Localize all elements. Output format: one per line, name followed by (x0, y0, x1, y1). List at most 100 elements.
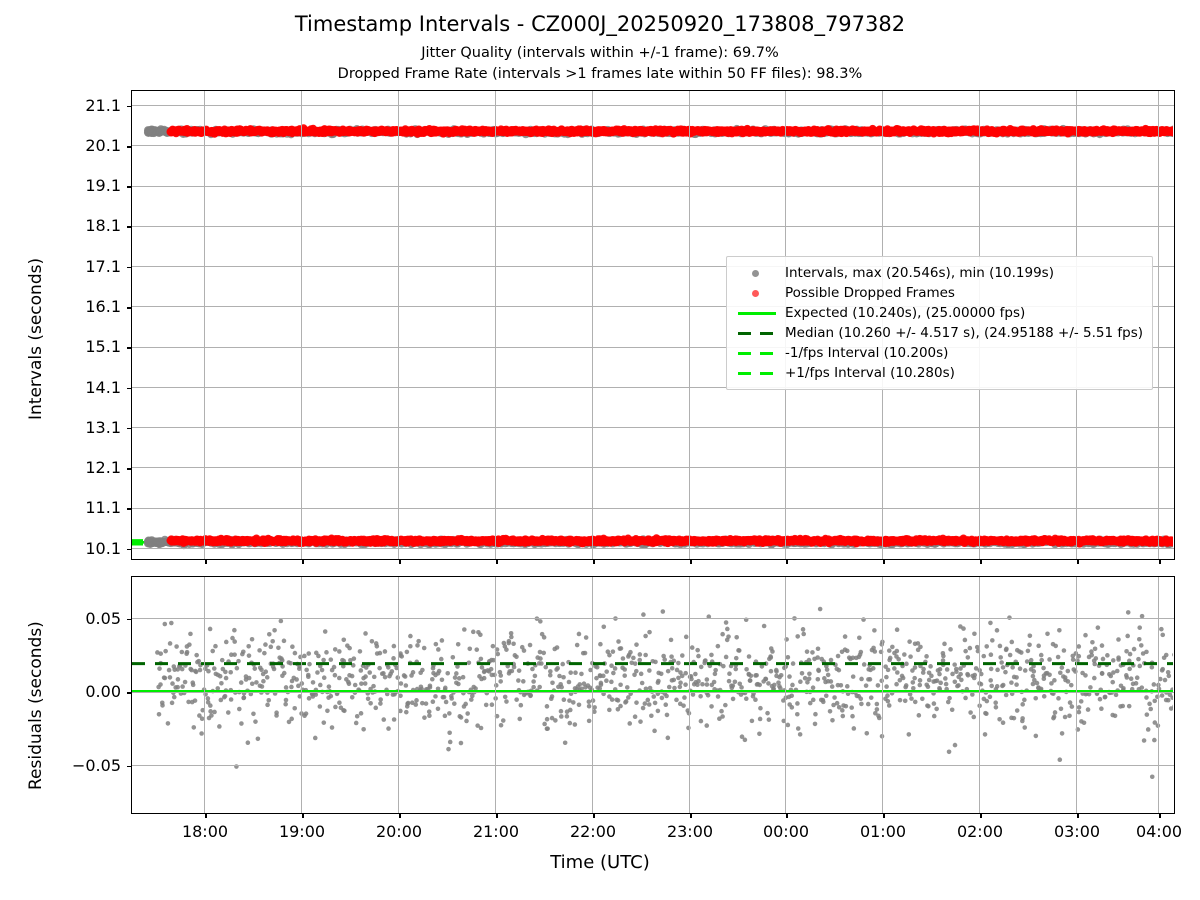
legend-marker-dashed-darkgreen-line-icon (735, 324, 779, 342)
gridline (398, 577, 400, 813)
y-tick-mark (127, 145, 131, 148)
x-tick-mark (302, 814, 304, 818)
y-tick-label: 16.1 (85, 296, 121, 316)
x-tick-label: 04:00 (1135, 822, 1183, 841)
legend-item-label: Median (10.260 +/- 4.517 s), (24.95188 +… (785, 325, 1144, 341)
y-tick-label: 11.1 (85, 498, 121, 518)
legend-item[interactable]: Intervals, max (20.546s), min (10.199s) (735, 263, 1143, 283)
gridline (132, 765, 1174, 766)
chart-title: Timestamp Intervals - CZ000J_20250920_17… (294, 12, 906, 36)
legend-item[interactable]: Median (10.260 +/- 4.517 s), (24.95188 +… (735, 323, 1143, 343)
chart-legend[interactable]: Intervals, max (20.546s), min (10.199s) P… (726, 256, 1154, 390)
y-tick-label: 15.1 (85, 337, 121, 357)
gridline (132, 547, 1174, 549)
x-tick-mark (786, 560, 788, 564)
gridline (132, 145, 1174, 147)
y-tick-label: 12.1 (85, 458, 121, 478)
gridline (882, 577, 884, 813)
gridline (689, 91, 691, 559)
gridline (979, 577, 981, 813)
y-tick-mark (127, 468, 131, 470)
residuals-y-axis-label: Residuals (seconds) (26, 621, 46, 790)
gridline (132, 386, 1174, 388)
y-tick-label: 10.1 (85, 538, 121, 558)
x-tick-label: 22:00 (569, 822, 617, 841)
x-tick-mark (593, 560, 595, 564)
legend-item[interactable]: Possible Dropped Frames (735, 283, 1143, 303)
legend-item-label: Intervals, max (20.546s), min (10.199s) (785, 265, 1054, 281)
gridline (301, 91, 303, 559)
x-tick-mark (1159, 814, 1161, 818)
gridline (132, 467, 1174, 469)
y-tick-mark (127, 618, 131, 621)
y-tick-mark (127, 427, 131, 430)
y-tick-label: 14.1 (85, 377, 121, 397)
x-tick-label: 02:00 (956, 822, 1004, 841)
legend-item-label: +1/fps Interval (10.280s) (785, 365, 955, 381)
intervals-y-axis-label: Intervals (seconds) (26, 257, 46, 420)
x-tick-mark (980, 560, 982, 564)
gridline (132, 618, 1174, 620)
legend-item[interactable]: -1/fps Interval (10.200s) (735, 343, 1143, 363)
gridline (495, 91, 497, 559)
residuals-plot-area (131, 576, 1175, 814)
x-tick-mark (593, 814, 595, 818)
x-tick-mark (1077, 560, 1079, 564)
x-tick-label: 00:00 (762, 822, 810, 841)
y-tick-label: 18.1 (85, 216, 121, 236)
gridline (592, 577, 594, 813)
gridline (132, 507, 1174, 509)
gridline (495, 577, 497, 813)
gridline (132, 427, 1174, 429)
y-tick-mark (127, 226, 131, 229)
gridline (398, 91, 400, 559)
y-tick-mark (127, 692, 131, 694)
x-tick-mark (690, 814, 692, 818)
y-tick-label: 20.1 (85, 135, 121, 155)
gridline (132, 105, 1174, 107)
gridline (132, 225, 1174, 227)
x-tick-label: 21:00 (472, 822, 520, 841)
gridline (204, 91, 206, 559)
legend-item[interactable]: Expected (10.240s), (25.00000 fps) (735, 303, 1143, 323)
x-tick-mark (883, 814, 885, 818)
x-tick-mark (399, 560, 401, 564)
x-tick-label: 19:00 (278, 822, 326, 841)
x-tick-mark (496, 560, 498, 564)
y-tick-mark (127, 105, 131, 108)
x-tick-mark (205, 560, 207, 564)
legend-item-label: Possible Dropped Frames (785, 285, 955, 301)
y-tick-mark (127, 765, 131, 768)
legend-marker-dashed-green-line-icon (735, 364, 779, 382)
legend-item-label: -1/fps Interval (10.200s) (785, 345, 949, 361)
gridline (689, 577, 691, 813)
y-tick-label: 19.1 (85, 176, 121, 196)
x-tick-mark (496, 814, 498, 818)
x-tick-label: 03:00 (1053, 822, 1101, 841)
x-tick-mark (1077, 814, 1079, 818)
gridline (132, 306, 1174, 308)
gridline (1158, 577, 1160, 813)
legend-marker-red-dot-icon (735, 284, 779, 302)
y-tick-label: 0.00 (85, 682, 121, 702)
gridline (592, 91, 594, 559)
y-tick-label: 17.1 (85, 256, 121, 276)
y-tick-mark (127, 548, 131, 551)
gridline (132, 691, 1174, 693)
legend-marker-solid-green-line-icon (735, 304, 779, 322)
y-tick-mark (127, 387, 131, 390)
gridline (132, 185, 1174, 187)
y-tick-label: 21.1 (85, 95, 121, 115)
gridline (1158, 91, 1160, 559)
x-tick-label: 20:00 (375, 822, 423, 841)
y-tick-label: −0.05 (71, 755, 121, 775)
x-axis-label: Time (UTC) (550, 852, 650, 873)
gridline (132, 266, 1174, 268)
x-tick-mark (1159, 560, 1161, 564)
x-tick-mark (690, 560, 692, 564)
gridline (1076, 577, 1078, 813)
gridline (301, 577, 303, 813)
x-tick-mark (205, 814, 207, 818)
legend-item[interactable]: +1/fps Interval (10.280s) (735, 363, 1143, 383)
